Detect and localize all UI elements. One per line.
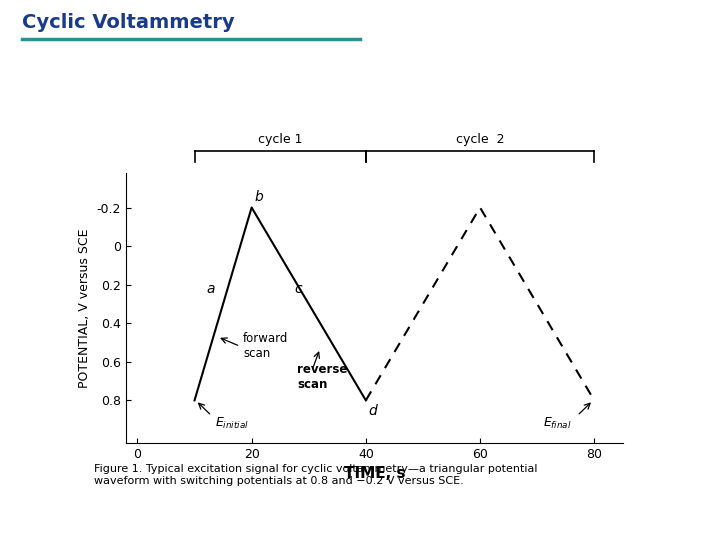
Y-axis label: POTENTIAL, V versus SCE: POTENTIAL, V versus SCE [78,228,91,388]
Text: $E_{final}$: $E_{final}$ [543,416,572,431]
Text: $E_{initial}$: $E_{initial}$ [215,416,248,431]
Text: reverse
scan: reverse scan [297,363,348,391]
Text: cycle  2: cycle 2 [456,133,504,146]
Text: a: a [206,281,215,295]
Text: d: d [369,404,377,418]
Text: Figure 1. Typical excitation signal for cyclic voltammetry—a triangular potentia: Figure 1. Typical excitation signal for … [94,464,537,486]
Text: b: b [254,190,264,204]
Text: c: c [294,281,302,295]
X-axis label: TIME, s: TIME, s [343,466,405,481]
Text: forward
scan: forward scan [243,333,289,360]
Text: cycle 1: cycle 1 [258,133,302,146]
Text: Cyclic Voltammetry: Cyclic Voltammetry [22,14,234,32]
